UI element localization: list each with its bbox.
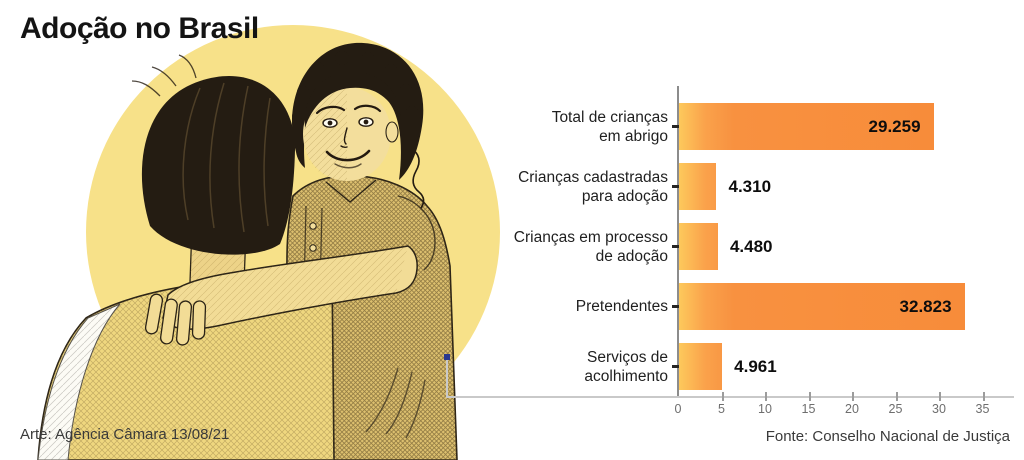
bar-value-label: 29.259 xyxy=(868,116,921,136)
x-tick-label: 0 xyxy=(674,402,682,416)
art-credit: Arte: Agência Câmara 13/08/21 xyxy=(20,426,230,443)
x-axis-line xyxy=(446,396,1014,398)
bar xyxy=(679,223,718,270)
bar xyxy=(679,103,934,150)
child-hand xyxy=(144,293,207,346)
category-label: Total de crianças em abrigo xyxy=(551,108,668,145)
x-tick-label: 30 xyxy=(932,402,946,416)
x-tick xyxy=(982,392,985,401)
bar-chart: Total de crianças em abrigo 29.259 Criança… xyxy=(444,80,1024,440)
adoption-illustration xyxy=(37,25,500,460)
bar-value-label: 4.961 xyxy=(734,356,777,376)
x-tick xyxy=(765,392,767,401)
x-tick xyxy=(721,392,724,401)
x-tick xyxy=(895,392,898,401)
x-tick-label: 35 xyxy=(975,402,990,416)
x-tick-label: 10 xyxy=(758,402,772,416)
x-tick xyxy=(939,392,941,401)
bar xyxy=(679,163,717,210)
bar xyxy=(679,343,723,390)
child-arm xyxy=(144,245,418,346)
bar-value-label: 32.823 xyxy=(899,296,952,316)
category-label: Pretendentes xyxy=(575,298,668,315)
category-label: Serviços de acolhimento xyxy=(584,348,668,385)
category-label: Crianças cadastradas para adoção xyxy=(518,168,668,205)
category-label: Crianças em processo de adoção xyxy=(513,228,668,265)
y-axis-line xyxy=(677,86,679,398)
source-credit: Fonte: Conselho Nacional de Justiça xyxy=(765,428,1010,445)
x-tick-label: 5 xyxy=(718,402,725,416)
bar xyxy=(679,283,965,330)
page-title: Adoção no Brasil xyxy=(20,12,259,45)
x-tick-label: 15 xyxy=(801,402,816,416)
x-tick xyxy=(852,392,854,401)
bar-value-label: 4.480 xyxy=(729,236,773,256)
bar-value-label: 4.310 xyxy=(728,176,772,196)
axis-connector-line xyxy=(446,359,448,397)
x-tick xyxy=(808,392,811,401)
axis-connector-dot xyxy=(444,354,450,360)
x-tick-label: 20 xyxy=(845,402,859,416)
child-head xyxy=(287,42,425,209)
x-tick-label: 25 xyxy=(888,402,903,416)
